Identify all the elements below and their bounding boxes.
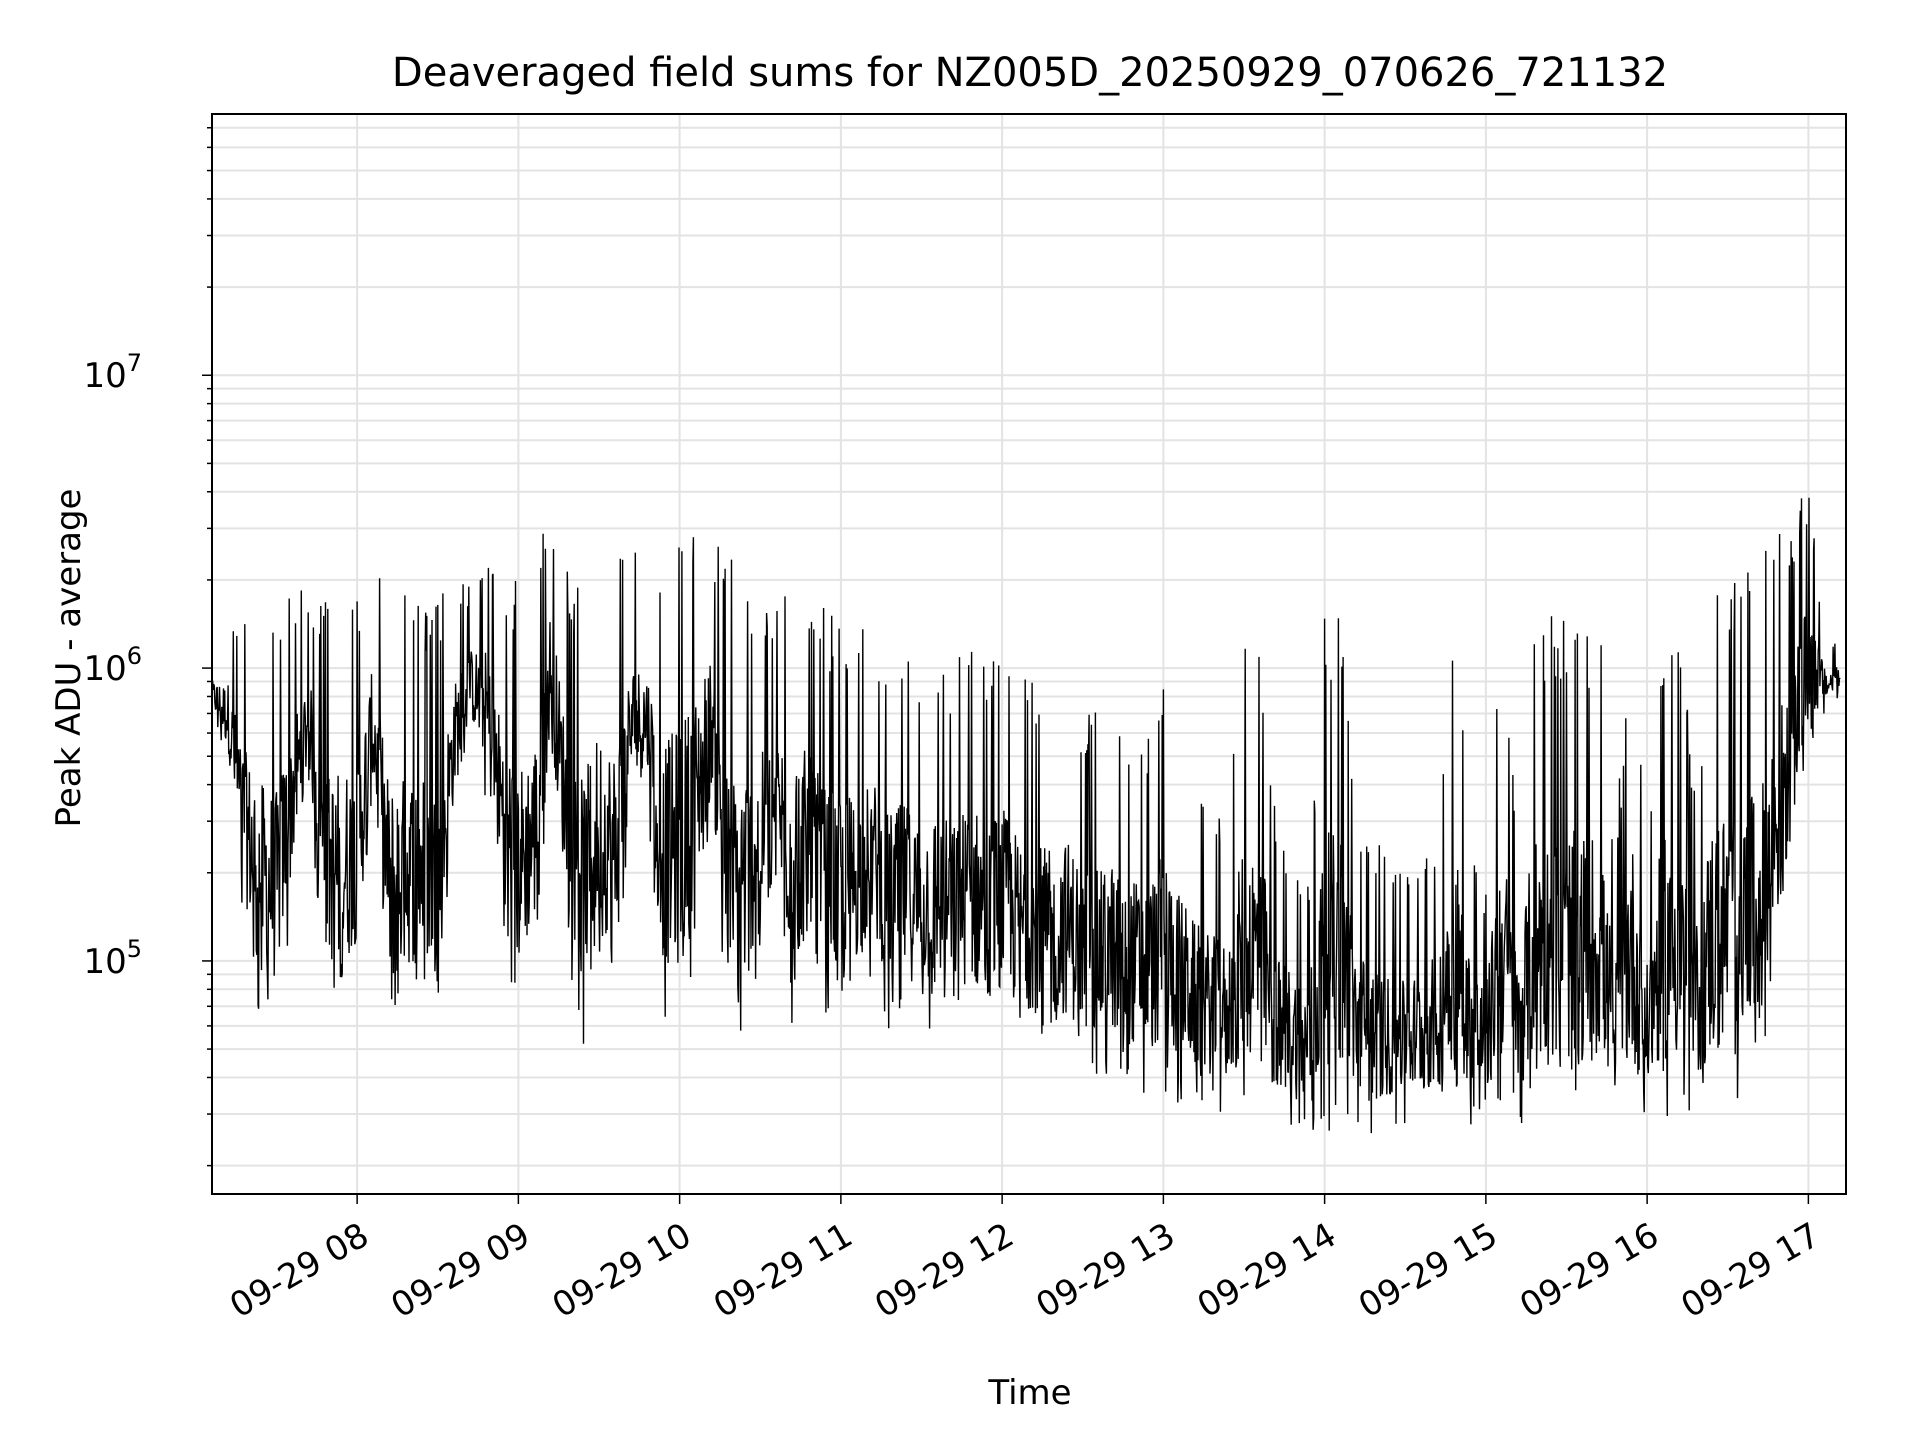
chart-title: Deaveraged field sums for NZ005D_2025092… bbox=[392, 50, 1668, 96]
y-tick-exponent: 7 bbox=[127, 349, 142, 377]
y-axis-label: Peak ADU - average bbox=[49, 489, 89, 828]
grid bbox=[212, 114, 1846, 1194]
y-tick-exponent: 5 bbox=[127, 935, 142, 963]
y-tick-label: 107 bbox=[83, 349, 142, 396]
y-tick-base: 10 bbox=[83, 356, 126, 396]
y-tick-base: 10 bbox=[83, 649, 126, 689]
y-tick-base: 10 bbox=[83, 942, 126, 982]
y-tick-label: 106 bbox=[83, 642, 142, 689]
y-tick-label: 105 bbox=[83, 935, 142, 982]
plot-frame bbox=[211, 113, 1847, 1195]
x-axis-label: Time bbox=[987, 1373, 1071, 1413]
series-line-group bbox=[211, 497, 1841, 1134]
series-line bbox=[211, 497, 1841, 1134]
y-tick-exponent: 6 bbox=[127, 642, 142, 670]
